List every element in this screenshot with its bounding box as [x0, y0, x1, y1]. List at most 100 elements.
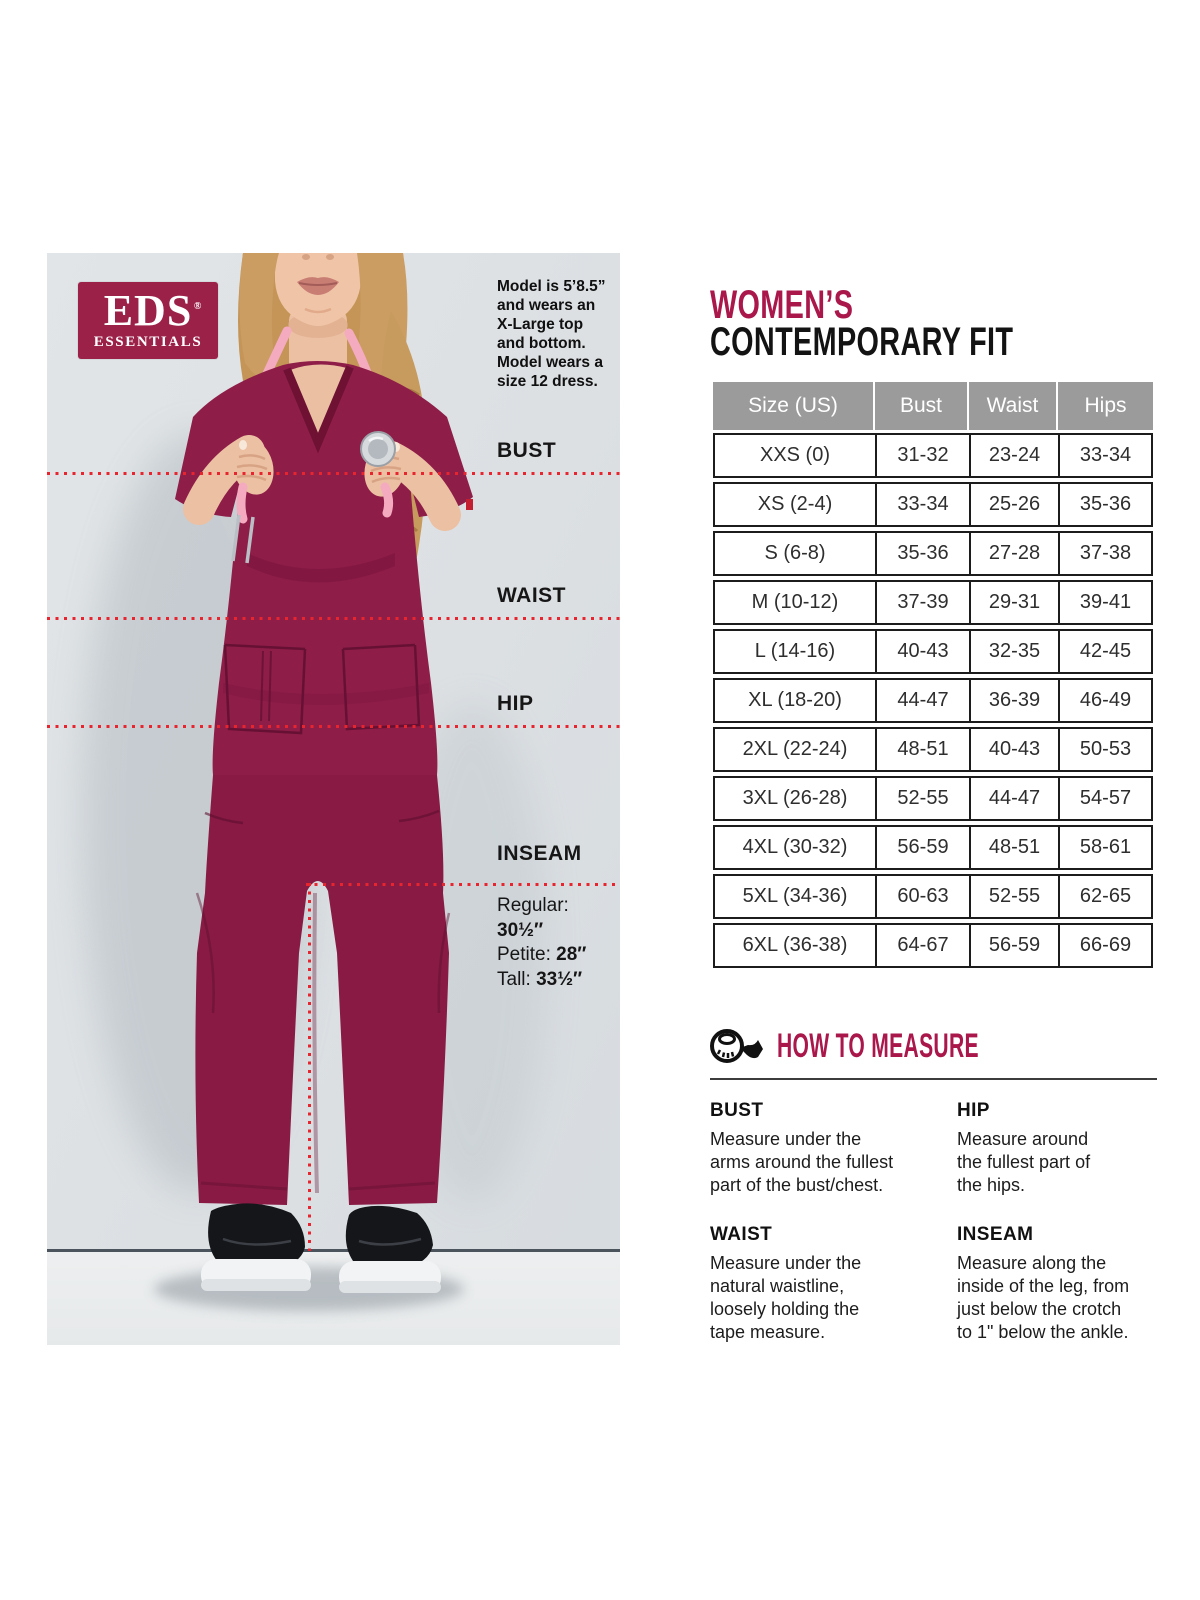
cell-waist: 44-47 — [969, 778, 1058, 819]
cell-bust: 64-67 — [875, 925, 969, 966]
cell-hips: 37-38 — [1058, 533, 1151, 574]
table-row: 4XL (30-32) 56-59 48-51 58-61 — [713, 825, 1153, 870]
measure-instruction: INSEAM Measure along the inside of the l… — [957, 1224, 1162, 1344]
measure-text: Measure under the natural waistline, loo… — [710, 1253, 862, 1342]
brand-name: EDS ® — [103, 285, 202, 335]
cell-size: L (14-16) — [754, 640, 836, 662]
cell-size: 3XL (26-28) — [742, 787, 848, 809]
inseam-vertical-line — [308, 883, 311, 1251]
cell-hips: 66-69 — [1058, 925, 1151, 966]
cell-bust: 44-47 — [875, 680, 969, 721]
measure-text: Measure under the arms around the fulles… — [710, 1129, 894, 1195]
table-header-cell: Waist — [967, 382, 1056, 430]
measure-heading: HIP — [957, 1100, 990, 1121]
table-header-cell: Hips — [1056, 382, 1153, 430]
measure-instruction: BUST Measure under the arms around the f… — [710, 1100, 957, 1197]
cell-size: 6XL (36-38) — [742, 934, 848, 956]
bust-line — [47, 472, 620, 475]
inseam-spec-row: Petite: 28″ — [497, 944, 587, 965]
table-row: 6XL (36-38) 64-67 56-59 66-69 — [713, 923, 1153, 968]
cell-bust: 56-59 — [875, 827, 969, 868]
table-row: XL (18-20) 44-47 36-39 46-49 — [713, 678, 1153, 723]
table-row: M (10-12) 37-39 29-31 39-41 — [713, 580, 1153, 625]
table-row: S (6-8) 35-36 27-28 37-38 — [713, 531, 1153, 576]
cell-hips: 46-49 — [1058, 680, 1151, 721]
title-contemporary-fit: CONTEMPORARY FIT — [710, 320, 1014, 364]
inseam-label: INSEAM — [497, 842, 582, 865]
table-row: 2XL (22-24) 48-51 40-43 50-53 — [713, 727, 1153, 772]
cell-bust: 40-43 — [875, 631, 969, 672]
brand-logo: EDS ® ESSENTIALS — [78, 282, 218, 359]
table-header-cell: Size (US) — [748, 394, 838, 417]
page-title: WOMEN’S CONTEMPORARY FIT — [710, 283, 1131, 364]
measure-heading: INSEAM — [957, 1224, 1034, 1245]
cell-hips: 62-65 — [1058, 876, 1151, 917]
cell-waist: 56-59 — [969, 925, 1058, 966]
cell-size: XXS (0) — [759, 444, 831, 466]
cell-hips: 54-57 — [1058, 778, 1151, 819]
hip-label: HIP — [497, 692, 534, 715]
table-header-cell: Bust — [873, 382, 967, 430]
section-divider — [710, 1078, 1157, 1080]
how-to-measure-title: HOW TO MEASURE — [777, 1026, 979, 1065]
cell-hips: 33-34 — [1058, 435, 1151, 476]
inseam-spec-row: Regular: 30½″ — [497, 895, 569, 941]
cell-bust: 52-55 — [875, 778, 969, 819]
table-row: 5XL (34-36) 60-63 52-55 62-65 — [713, 874, 1153, 919]
cell-hips: 42-45 — [1058, 631, 1151, 672]
inseam-spec-row: Tall: 33½″ — [497, 968, 583, 990]
cell-size: 4XL (30-32) — [742, 836, 848, 858]
table-row: L (14-16) 40-43 32-35 42-45 — [713, 629, 1153, 674]
cell-bust: 31-32 — [875, 435, 969, 476]
cell-waist: 48-51 — [969, 827, 1058, 868]
cell-waist: 40-43 — [969, 729, 1058, 770]
table-header-row: Size (US) Bust Waist Hips — [713, 382, 1153, 430]
cell-size: S (6-8) — [764, 542, 826, 564]
model-note: Model is 5’8.5” and wears an X-Large top… — [497, 278, 606, 390]
measure-heading: WAIST — [710, 1224, 773, 1245]
measure-instruction: HIP Measure around the fullest part of t… — [957, 1100, 1162, 1197]
cell-waist: 36-39 — [969, 680, 1058, 721]
table-body: XXS (0) 31-32 23-24 33-34 XS (2-4) 33-34… — [713, 433, 1153, 968]
waist-label: WAIST — [497, 584, 566, 607]
inseam-line — [306, 883, 620, 886]
size-chart-table: Size (US) Bust Waist Hips XXS (0) 31-32 23-… — [713, 382, 1153, 968]
cell-bust: 48-51 — [875, 729, 969, 770]
cell-bust: 33-34 — [875, 484, 969, 525]
inseam-specs: Regular: 30½″ Petite: 28″ Tall: 33½″ — [497, 894, 620, 992]
cell-hips: 39-41 — [1058, 582, 1151, 623]
cell-hips: 58-61 — [1058, 827, 1151, 868]
model-illustration — [82, 253, 547, 1311]
cell-waist: 23-24 — [969, 435, 1058, 476]
waist-line — [47, 617, 620, 620]
model-photo: EDS ® ESSENTIALS Model is 5’8.5” and wear… — [47, 253, 620, 1345]
measure-text: Measure along the inside of the leg, fro… — [957, 1253, 1130, 1342]
cell-waist: 25-26 — [969, 484, 1058, 525]
measure-text: Measure around the fullest part of the h… — [957, 1129, 1091, 1195]
cell-size: 2XL (22-24) — [742, 738, 848, 760]
cell-bust: 60-63 — [875, 876, 969, 917]
how-to-measure-header: HOW TO MEASURE — [708, 1026, 1103, 1066]
table-row: 3XL (26-28) 52-55 44-47 54-57 — [713, 776, 1153, 821]
cell-bust: 37-39 — [875, 582, 969, 623]
cell-waist: 32-35 — [969, 631, 1058, 672]
cell-waist: 52-55 — [969, 876, 1058, 917]
brand-subname: ESSENTIALS — [93, 333, 203, 350]
cell-waist: 29-31 — [969, 582, 1058, 623]
cell-bust: 35-36 — [875, 533, 969, 574]
bust-label: BUST — [497, 439, 557, 462]
table-row: XS (2-4) 33-34 25-26 35-36 — [713, 482, 1153, 527]
cell-waist: 27-28 — [969, 533, 1058, 574]
cell-size: XL (18-20) — [748, 689, 842, 711]
cell-size: XS (2-4) — [757, 493, 833, 515]
title-womens: WOMEN’S — [710, 283, 854, 327]
measure-instructions: BUST Measure under the arms around the f… — [710, 1100, 1162, 1344]
tape-measure-icon — [710, 1029, 763, 1063]
cell-size: M (10-12) — [751, 591, 839, 613]
hip-line — [47, 725, 620, 728]
measure-heading: BUST — [710, 1100, 764, 1121]
registered-mark: ® — [193, 300, 202, 312]
cell-size: 5XL (34-36) — [742, 885, 848, 907]
cell-hips: 50-53 — [1058, 729, 1151, 770]
